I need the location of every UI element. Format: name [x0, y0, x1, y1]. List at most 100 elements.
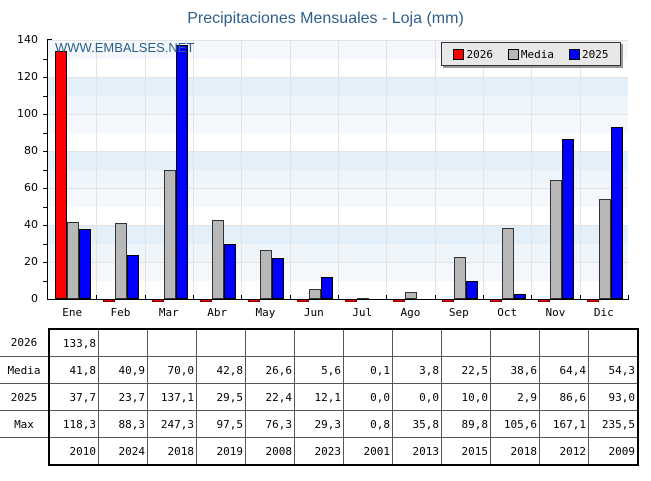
y-axis — [47, 39, 48, 300]
table-cell: 23,7 — [98, 383, 148, 411]
y-tick — [43, 206, 47, 208]
table-cell: 76,3 — [245, 410, 295, 438]
y-tick — [43, 169, 47, 171]
table-cell: 3,8 — [392, 356, 442, 384]
table-row: 2025 37,7 23,7 137,1 29,5 22,4 12,1 0,0 0,0 10,0 2… — [0, 383, 639, 411]
row-label — [0, 437, 50, 465]
table-cell: 26,6 — [245, 356, 295, 384]
table-cell — [196, 328, 246, 357]
table-row: 2010 2024 2018 2019 2008 2023 2001 2013 2015 2018… — [0, 437, 639, 466]
y-tick-label: 120 — [17, 70, 38, 83]
row-label: Max — [0, 410, 50, 438]
gridline-vertical — [290, 40, 291, 299]
bar-media-abr — [212, 219, 224, 299]
x-tick — [386, 295, 387, 299]
table-row: Max 118,3 88,3 247,3 97,5 76,3 29,3 0,8 35,8 89,8… — [0, 410, 639, 438]
table-cell: 38,6 — [490, 356, 540, 384]
y-tick — [43, 280, 47, 282]
x-tick — [483, 295, 484, 299]
bar-2025-jun — [320, 276, 333, 299]
bar-media-mar — [163, 169, 176, 299]
x-tick-label: Oct — [497, 306, 518, 319]
table-cell: 167,1 — [539, 410, 589, 438]
bar-2025-may — [272, 257, 285, 299]
legend-swatch-icon — [507, 48, 519, 60]
table-cell: 2018 — [147, 437, 197, 466]
table-cell: 2023 — [294, 437, 344, 466]
y-tick-label: 0 — [31, 292, 38, 305]
x-tick — [193, 295, 194, 299]
table-cell: 29,3 — [294, 410, 344, 438]
table-cell — [147, 328, 197, 357]
x-tick — [338, 295, 339, 299]
table-cell: 29,5 — [196, 383, 246, 411]
bar-2026-ene — [55, 51, 67, 299]
y-tick — [43, 77, 47, 78]
table-cell: 2013 — [392, 437, 442, 466]
legend: 2026 Media 2025 — [441, 42, 621, 66]
data-table: 2026 133,8 Media 41,8 40,9 70,0 42,8 26,6 5,6 0,1… — [0, 328, 639, 466]
bar-2025-dic — [610, 126, 623, 299]
y-tick-label: 20 — [24, 255, 38, 268]
x-tick-label: Jun — [303, 306, 324, 319]
plot-area — [48, 40, 628, 302]
bar-2025-feb — [127, 255, 140, 299]
x-tick — [435, 295, 436, 299]
table-cell: 2015 — [441, 437, 491, 466]
bar-media-sep — [453, 257, 466, 299]
gridline-vertical — [580, 40, 581, 299]
gridline-vertical — [96, 40, 97, 299]
table-cell — [392, 328, 442, 357]
table-cell: 93,0 — [588, 383, 639, 411]
table-cell: 89,8 — [441, 410, 491, 438]
bar-2025-abr — [224, 244, 236, 299]
gridline-vertical — [483, 40, 484, 299]
chart-title: Precipitaciones Mensuales - Loja (mm) — [187, 10, 464, 27]
bar-2025-ene — [79, 229, 91, 299]
gridline-vertical — [531, 40, 532, 299]
bar-2025-sep — [465, 280, 478, 299]
legend-label: 2026 — [466, 47, 493, 61]
x-tick-label: Nov — [545, 306, 566, 319]
table-cell: 247,3 — [147, 410, 197, 438]
table-cell: 2012 — [539, 437, 589, 466]
table-cell — [245, 328, 295, 357]
x-tick-label: Jul — [352, 306, 373, 319]
x-tick-label: May — [255, 306, 276, 319]
table-cell: 97,5 — [196, 410, 246, 438]
table-cell — [588, 328, 639, 357]
table-cell: 0,1 — [343, 356, 393, 384]
bar-media-dic — [598, 198, 611, 299]
x-axis — [47, 299, 629, 300]
y-tick-label: 60 — [24, 181, 38, 194]
x-tick — [96, 295, 97, 299]
row-label: 2025 — [0, 383, 50, 411]
table-cell: 2008 — [245, 437, 295, 466]
bar-2025-mar — [175, 45, 188, 299]
legend-swatch-icon — [453, 48, 465, 60]
x-tick — [145, 295, 146, 299]
y-tick — [43, 58, 47, 60]
table-cell: 22,5 — [441, 356, 491, 384]
watermark: WWW.EMBALSES.NET — [55, 40, 195, 55]
table-cell: 64,4 — [539, 356, 589, 384]
x-tick-label: Abr — [207, 306, 228, 319]
table-cell: 0,8 — [343, 410, 393, 438]
y-axis-cap — [47, 39, 52, 40]
table-cell: 105,6 — [490, 410, 540, 438]
table-cell: 137,1 — [147, 383, 197, 411]
y-tick — [43, 262, 47, 263]
table-cell — [294, 328, 344, 357]
table-cell: 2018 — [490, 437, 540, 466]
legend-item-2026: 2026 — [453, 48, 493, 61]
bar-media-oct — [502, 227, 514, 299]
bar-2025-oct — [514, 293, 526, 299]
x-tick — [628, 295, 629, 299]
bar-media-may — [260, 249, 273, 299]
table-cell: 2019 — [196, 437, 246, 466]
x-tick-label: Sep — [448, 306, 469, 319]
table-cell — [441, 328, 491, 357]
table-cell: 235,5 — [588, 410, 639, 438]
legend-item-2025: 2025 — [569, 48, 609, 61]
x-tick-label: Ago — [400, 306, 421, 319]
